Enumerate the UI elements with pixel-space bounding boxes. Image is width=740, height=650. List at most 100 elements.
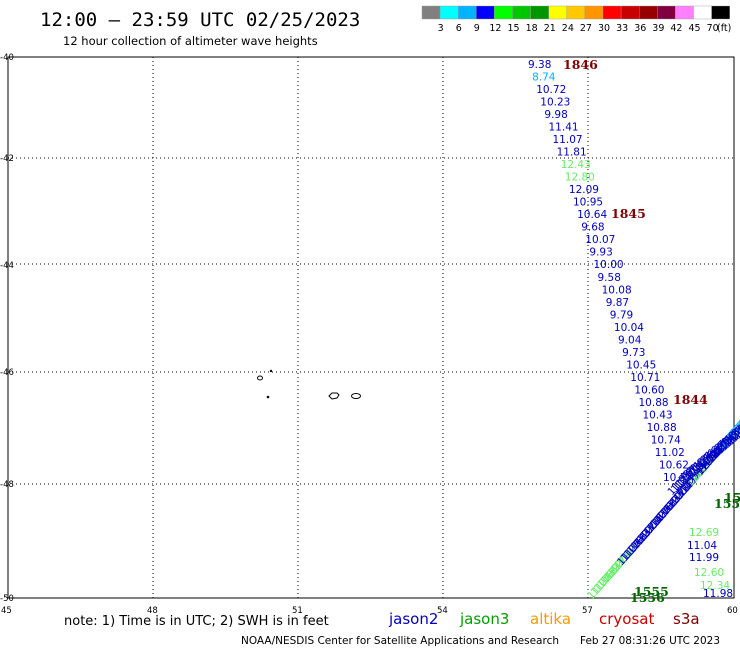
wave-height-label: 9.04 <box>618 334 642 346</box>
credit-line: NOAA/NESDIS Center for Satellite Applica… <box>241 635 559 647</box>
x-tick-label: 51 <box>292 606 303 616</box>
wave-height-label: 10.62 <box>659 460 689 472</box>
wave-height-label: 10.88 <box>647 422 677 434</box>
legend-label: 21 <box>544 23 556 34</box>
legend-swatch <box>711 5 730 20</box>
wave-height-label: 11.04 <box>687 540 717 552</box>
legend-swatch <box>602 5 622 20</box>
pass-time-label: 1846 <box>563 57 598 72</box>
satellite-altika: altika <box>530 610 571 628</box>
legend-swatch <box>439 5 459 20</box>
y-tick-label: -48 <box>0 480 14 490</box>
wave-height-label: 10.64 <box>577 209 607 221</box>
pass-time-label: 1556 <box>714 496 740 511</box>
wave-height-label: 8.74 <box>532 72 556 84</box>
legend-swatch <box>512 5 531 20</box>
legend-unit: (ft) <box>717 23 731 34</box>
island-shape <box>269 369 273 373</box>
wave-height-label: 12.80 <box>565 172 595 184</box>
wave-height-label: 10.45 <box>626 359 656 371</box>
y-tick-label: -42 <box>0 154 14 164</box>
legend-label: 42 <box>670 23 682 34</box>
pass-time-label: 1845 <box>611 206 646 221</box>
wave-height-label: 11.07 <box>553 134 583 146</box>
legend-swatch <box>675 5 694 20</box>
satellite-cryosat: cryosat <box>599 610 654 628</box>
pass-time-label: 155 <box>724 490 740 505</box>
wave-height-label: 9.98 <box>544 109 567 121</box>
wave-height-label: 9.38 <box>528 59 551 71</box>
pass-time-label: 1555 <box>634 584 669 599</box>
wave-height-label: 9.93 <box>589 247 612 259</box>
legend-swatch <box>693 5 712 20</box>
legend-label: 6 <box>456 23 462 34</box>
pass-time-label: 1556 <box>630 590 665 605</box>
x-tick-label: 57 <box>582 606 593 616</box>
page-subtitle: 12 hour collection of altimeter wave hei… <box>63 34 318 48</box>
wave-height-label: 12.43 <box>561 159 591 171</box>
wave-height-label: 9.58 <box>598 272 621 284</box>
wave-height-label: 10.07 <box>585 234 615 246</box>
legend-label: 24 <box>562 23 574 34</box>
page-title: 12:00 – 23:59 UTC 02/25/2023 <box>40 9 360 31</box>
legend-label: 39 <box>652 23 664 34</box>
x-tick-label: 54 <box>437 606 448 616</box>
wave-height-label: 12.09 <box>569 184 599 196</box>
legend-swatch <box>657 5 676 20</box>
legend-swatch <box>494 5 513 20</box>
legend-label: 36 <box>634 23 646 34</box>
legend-label: 27 <box>580 23 592 34</box>
wave-height-label: 10.72 <box>536 84 566 96</box>
legend-label: 45 <box>689 23 701 34</box>
wave-height-label: 10.71 <box>630 372 660 384</box>
wave-height-label: 11.41 <box>549 122 579 134</box>
color-legend: 3 6 9 12 15 18 21 24 27 30 33 36 39 42 45 70(ft) <box>421 5 731 34</box>
wave-height-label: 10.95 <box>573 197 603 209</box>
legend-swatch <box>639 5 658 20</box>
wave-height-label: 11.98 <box>703 588 733 600</box>
y-tick-label: -40 <box>0 53 14 63</box>
wave-height-label: 12.60 <box>694 567 724 579</box>
wave-height-label: 11.81 <box>557 147 587 159</box>
legend-swatch <box>620 5 640 20</box>
wave-height-label: 10.23 <box>540 97 570 109</box>
wave-height-label: 10.88 <box>639 397 669 409</box>
axis-tick-labels: 45 48 51 54 57 60 -40 -42 -44 -46 -48 -5… <box>0 53 738 616</box>
x-tick-label: 45 <box>1 606 12 616</box>
island-shape <box>257 375 263 381</box>
satellite-jason2: jason2 <box>388 610 438 628</box>
legend-label: 33 <box>616 23 628 34</box>
y-tick-label: -44 <box>0 261 14 271</box>
island-shape <box>351 393 361 399</box>
wave-height-label: 12.69 <box>689 527 719 539</box>
legend-swatch <box>530 5 549 20</box>
legend-swatch <box>548 5 568 20</box>
island-outlines <box>257 369 361 400</box>
legend-swatch <box>584 5 604 20</box>
y-tick-label: -46 <box>0 368 14 378</box>
island-shape <box>328 392 340 400</box>
wave-height-label: 11.02 <box>655 447 685 459</box>
plot-frame <box>7 56 735 599</box>
legend-label: 9 <box>474 23 480 34</box>
wave-height-label: 11.99 <box>689 552 719 564</box>
wave-height-label: 9.87 <box>606 297 629 309</box>
wave-height-label: 12.34 <box>700 580 730 592</box>
legend-swatch <box>421 5 441 20</box>
legend-swatch <box>458 5 477 20</box>
legend-label: 18 <box>526 23 538 34</box>
legend-swatch <box>476 5 495 20</box>
grid-lines <box>8 57 734 598</box>
satellite-legend: jason2 jason3 altika cryosat s3a <box>388 610 700 628</box>
wave-height-label: 10.08 <box>602 284 632 296</box>
pass-time-label: 1844 <box>673 392 708 407</box>
x-tick-label: 60 <box>727 606 738 616</box>
island-shape <box>266 395 270 399</box>
wave-height-label: 10.60 <box>634 384 664 396</box>
legend-label: 70 <box>707 23 719 34</box>
satellite-s3a: s3a <box>673 610 700 628</box>
wave-height-label: 9.68 <box>581 222 604 234</box>
